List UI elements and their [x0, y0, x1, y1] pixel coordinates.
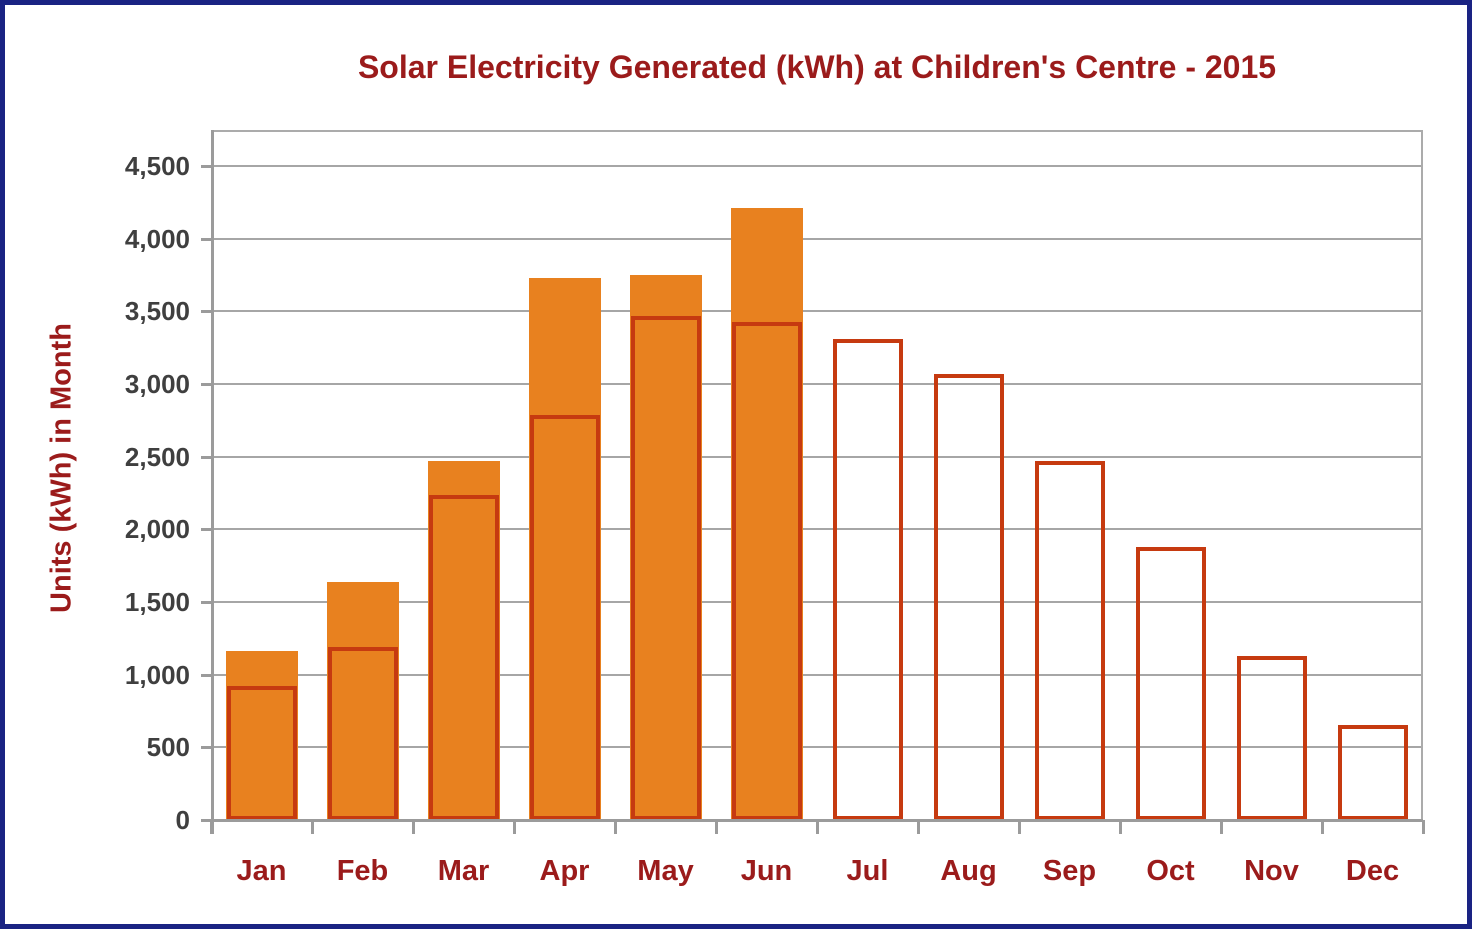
bar-may-filled: [629, 275, 702, 820]
gridline: [211, 455, 1423, 458]
plot-area: 4,500 4,000 3,500 3,000 2,500 2,000 1,500 1,000…: [5, 5, 1467, 924]
y-tick: [201, 455, 211, 459]
y-tick: [201, 746, 211, 750]
x-tick: [210, 820, 213, 834]
x-tick: [513, 820, 516, 834]
x-label-feb: Feb: [336, 855, 389, 887]
bar-jun-outlined: [731, 322, 802, 820]
bar-feb-filled: [326, 582, 399, 820]
x-tick: [715, 820, 718, 834]
gridline: [211, 237, 1423, 240]
bar-nov-outlined: [1236, 656, 1307, 820]
y-tick: [201, 310, 211, 314]
y-tick-label-1000: 1,000: [124, 659, 190, 690]
bar-may-outlined: [630, 316, 701, 820]
y-tick-label-4000: 4,000: [124, 223, 190, 254]
gridline: [211, 601, 1423, 603]
x-label-jun: Jun: [740, 855, 793, 887]
x-label-may: May: [637, 855, 694, 887]
bar-jan-outlined: [226, 686, 297, 820]
x-tick: [311, 820, 314, 834]
x-axis-line: [201, 819, 1423, 822]
x-label-oct: Oct: [1146, 855, 1195, 887]
y-tick-label-1500: 1,500: [124, 587, 190, 617]
bar-jan-filled: [225, 651, 298, 820]
y-tick-label-3500: 3,500: [124, 296, 190, 327]
gridline: [211, 383, 1423, 385]
x-tick: [917, 820, 920, 834]
y-tick-label-0: 0: [175, 805, 190, 835]
y-tick: [201, 601, 211, 604]
x-label-nov: Nov: [1244, 855, 1299, 887]
x-tick: [1422, 820, 1425, 834]
x-label-dec: Dec: [1345, 855, 1400, 887]
bar-apr-filled: [528, 278, 601, 820]
plot-right-border: [1421, 130, 1423, 820]
bar-sep-outlined: [1034, 461, 1105, 820]
bar-feb-outlined: [327, 647, 398, 820]
bar-aug-outlined: [933, 374, 1004, 820]
y-tick: [201, 528, 211, 532]
y-tick-label-2000: 2,000: [124, 514, 190, 545]
y-tick: [201, 819, 211, 822]
bar-jun-filled: [730, 208, 803, 820]
x-tick: [1119, 820, 1122, 834]
bar-mar-outlined: [428, 495, 499, 820]
y-tick: [201, 383, 211, 386]
y-tick-label-2500: 2,500: [124, 441, 190, 472]
x-label-jul: Jul: [846, 855, 889, 887]
bar-mar-filled: [427, 461, 500, 820]
gridline: [211, 528, 1423, 531]
y-tick-label-500: 500: [146, 732, 190, 763]
gridline: [211, 310, 1423, 313]
x-tick: [1321, 820, 1324, 834]
bar-apr-outlined: [529, 415, 600, 820]
x-tick: [816, 820, 819, 834]
plot-top-border: [211, 130, 1423, 132]
x-label-mar: Mar: [437, 855, 490, 887]
y-tick-label-3000: 3,000: [124, 369, 190, 399]
x-tick: [1220, 820, 1223, 834]
x-label-apr: Apr: [539, 855, 590, 887]
x-tick: [1018, 820, 1021, 834]
y-tick: [201, 673, 211, 677]
y-tick: [201, 237, 211, 241]
x-label-aug: Aug: [940, 855, 997, 887]
chart-title: Solar Electricity Generated (kWh) at Chi…: [357, 49, 1277, 85]
x-tick: [614, 820, 617, 834]
y-tick-label-4500: 4,500: [124, 151, 190, 181]
y-tick: [201, 165, 211, 168]
bar-dec-outlined: [1337, 725, 1408, 820]
gridline: [211, 165, 1423, 167]
bar-jul-outlined: [832, 339, 903, 820]
x-tick: [412, 820, 415, 834]
gridline: [211, 673, 1423, 676]
x-label-jan: Jan: [236, 855, 287, 887]
y-axis-line: [211, 130, 214, 834]
x-label-sep: Sep: [1042, 855, 1097, 887]
bar-oct-outlined: [1135, 547, 1206, 820]
gridline: [211, 746, 1423, 749]
